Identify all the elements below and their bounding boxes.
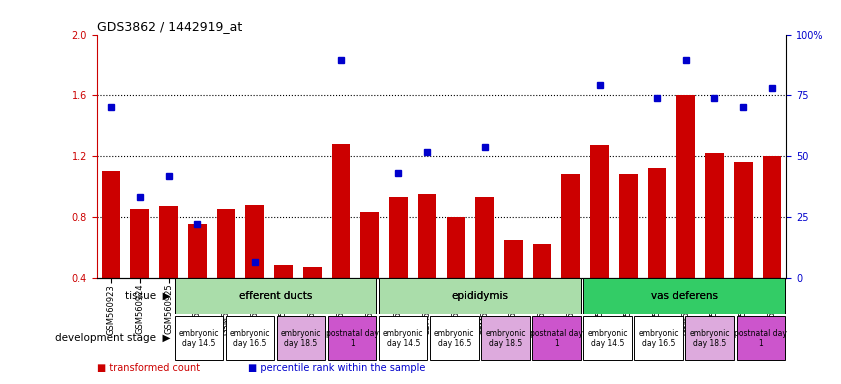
Bar xyxy=(447,217,465,278)
Text: tissue  ▶: tissue ▶ xyxy=(125,291,171,301)
Text: postnatal day
1: postnatal day 1 xyxy=(325,329,378,348)
Bar xyxy=(685,316,734,360)
Bar xyxy=(379,278,581,314)
Text: embryonic
day 14.5: embryonic day 14.5 xyxy=(587,329,627,348)
Text: embryonic
day 14.5: embryonic day 14.5 xyxy=(178,329,220,348)
Bar xyxy=(418,194,436,278)
Bar xyxy=(584,278,785,314)
Bar xyxy=(303,267,321,278)
Text: embryonic
day 16.5: embryonic day 16.5 xyxy=(434,329,474,348)
Text: embryonic
day 18.5: embryonic day 18.5 xyxy=(690,329,730,348)
Bar xyxy=(619,174,637,278)
Bar xyxy=(481,316,530,360)
Bar xyxy=(102,171,120,278)
Bar xyxy=(504,240,523,278)
Bar xyxy=(737,316,785,360)
Text: epididymis: epididymis xyxy=(452,291,508,301)
Bar xyxy=(159,206,178,278)
Bar xyxy=(328,316,377,360)
Text: postnatal day
1: postnatal day 1 xyxy=(734,329,787,348)
Text: GDS3862 / 1442919_at: GDS3862 / 1442919_at xyxy=(97,20,242,33)
Bar xyxy=(175,278,377,314)
Bar xyxy=(562,174,580,278)
Text: embryonic
day 18.5: embryonic day 18.5 xyxy=(485,329,526,348)
Bar xyxy=(734,162,753,278)
Bar xyxy=(360,212,379,278)
Bar xyxy=(217,209,235,278)
Bar xyxy=(584,278,785,314)
Bar xyxy=(175,316,223,360)
Bar xyxy=(379,278,581,314)
Text: ■ transformed count: ■ transformed count xyxy=(97,364,200,374)
Bar xyxy=(475,197,494,278)
Bar xyxy=(379,316,427,360)
Bar xyxy=(584,316,632,360)
Bar xyxy=(634,316,683,360)
Bar xyxy=(331,144,351,278)
Text: efferent ducts: efferent ducts xyxy=(239,291,312,301)
Text: efferent ducts: efferent ducts xyxy=(239,291,312,301)
Bar xyxy=(389,197,408,278)
Bar xyxy=(532,316,581,360)
Text: embryonic
day 18.5: embryonic day 18.5 xyxy=(281,329,321,348)
Bar xyxy=(532,244,552,278)
Bar xyxy=(648,168,666,278)
Text: ■ percentile rank within the sample: ■ percentile rank within the sample xyxy=(248,364,426,374)
Bar xyxy=(188,224,207,278)
Bar xyxy=(175,278,377,314)
Bar xyxy=(225,316,274,360)
Bar xyxy=(705,153,724,278)
Bar xyxy=(590,146,609,278)
Bar xyxy=(130,209,149,278)
Bar xyxy=(274,265,293,278)
Text: postnatal day
1: postnatal day 1 xyxy=(530,329,583,348)
Text: embryonic
day 14.5: embryonic day 14.5 xyxy=(383,329,424,348)
Bar xyxy=(246,205,264,278)
Bar xyxy=(676,95,696,278)
Text: development stage  ▶: development stage ▶ xyxy=(56,333,171,343)
Text: vas deferens: vas deferens xyxy=(651,291,717,301)
Text: embryonic
day 16.5: embryonic day 16.5 xyxy=(638,329,679,348)
Bar xyxy=(763,156,781,278)
Bar xyxy=(430,316,479,360)
Text: epididymis: epididymis xyxy=(452,291,508,301)
Text: vas deferens: vas deferens xyxy=(651,291,717,301)
Text: embryonic
day 16.5: embryonic day 16.5 xyxy=(230,329,270,348)
Bar xyxy=(277,316,325,360)
